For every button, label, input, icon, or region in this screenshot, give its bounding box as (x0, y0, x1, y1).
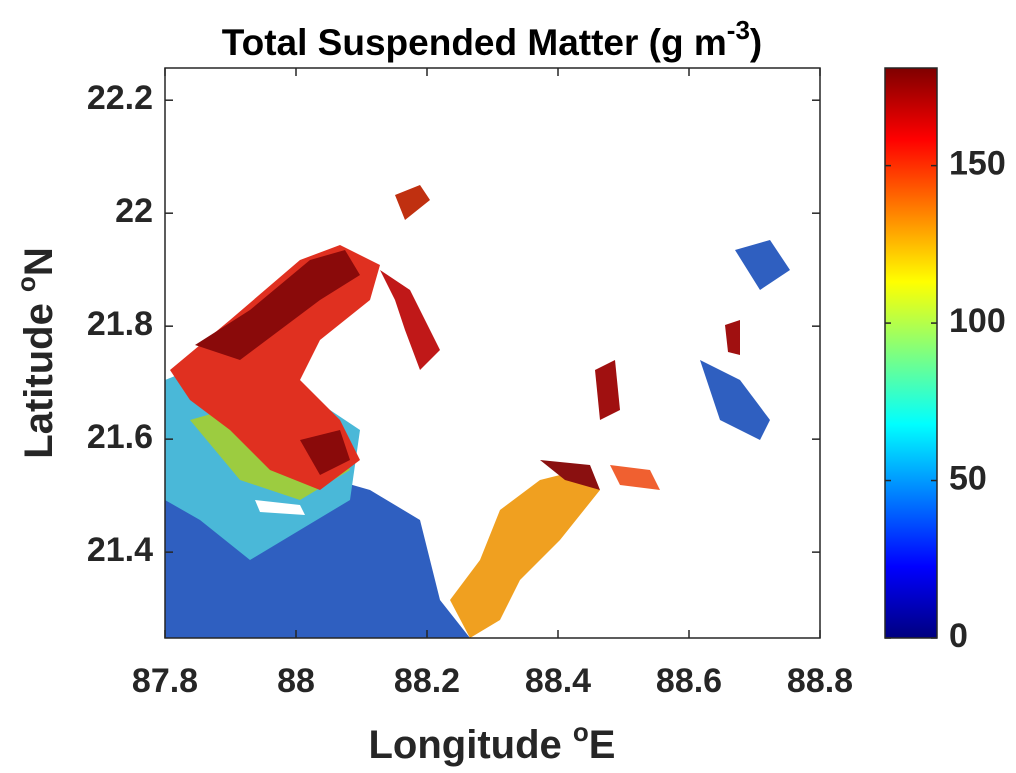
xlabel-text: Longitude (369, 723, 573, 767)
white-fleck (255, 500, 305, 515)
plot-frame (164, 67, 821, 639)
x-tick-label: 88.8 (787, 662, 853, 700)
turbid-red (170, 245, 380, 490)
estuary-east (450, 470, 600, 638)
east-patches-2 (735, 240, 790, 290)
estuary-east-red (540, 460, 600, 490)
chart-title: Total Suspended Matter (g m-3) (222, 15, 762, 63)
x-axis-label: Longitude oE (369, 717, 616, 767)
map-image (165, 185, 790, 638)
xlabel-suffix: E (589, 723, 616, 767)
xlabel-superscript: o (573, 717, 589, 747)
island (395, 185, 430, 220)
turbid-dark (195, 250, 360, 360)
y-tick-label: 21.8 (87, 305, 153, 343)
y-tick-label: 21.4 (87, 531, 153, 569)
colorbar-tick-label: 100 (949, 302, 1006, 340)
east-red (595, 360, 620, 420)
ylabel-superscript: o (11, 276, 41, 292)
y-tick-label: 22.2 (87, 79, 153, 117)
colorbar-tick-label: 150 (949, 145, 1006, 183)
title-suffix: ) (750, 22, 762, 63)
plume (610, 465, 660, 490)
colorbar-tick-label: 0 (949, 617, 968, 655)
title-text: Total Suspended Matter (g m (222, 22, 727, 63)
x-tick-label: 88.2 (394, 662, 460, 700)
turbid-dark-2 (300, 430, 350, 475)
y-axis-label: Latitude oN (11, 247, 61, 458)
east-red-2 (725, 320, 740, 355)
x-tick-label: 87.8 (132, 662, 198, 700)
ylabel-suffix: N (17, 247, 61, 276)
east-patches (700, 360, 770, 440)
title-superscript: -3 (727, 15, 750, 45)
x-tick-label: 88 (277, 662, 315, 700)
peninsula (380, 270, 440, 370)
x-tick-label: 88.6 (656, 662, 722, 700)
ylabel-text: Latitude (17, 292, 61, 459)
x-tick-label: 88.4 (525, 662, 591, 700)
y-tick-label: 21.6 (87, 418, 153, 456)
y-tick-label: 22 (115, 192, 153, 230)
colorbar (884, 67, 938, 639)
colorbar-tick-label: 50 (949, 460, 987, 498)
